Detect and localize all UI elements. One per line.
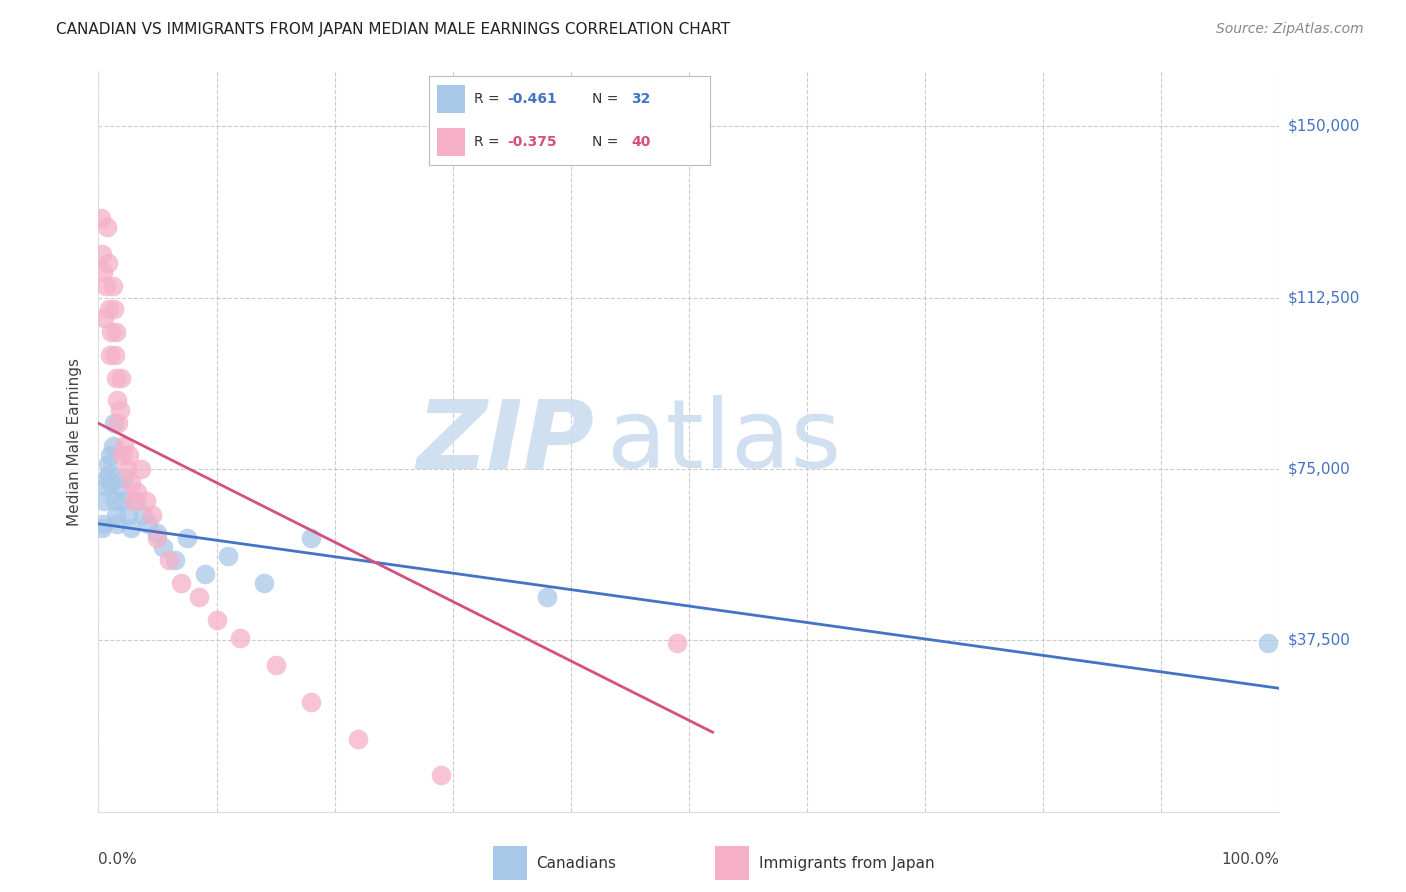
Point xyxy=(107,417,129,431)
Point xyxy=(205,613,228,627)
Point xyxy=(194,567,217,582)
Point xyxy=(97,256,120,270)
Point xyxy=(117,508,139,522)
Text: Canadians: Canadians xyxy=(536,855,616,871)
Y-axis label: Median Male Earnings: Median Male Earnings xyxy=(67,358,83,525)
Point xyxy=(104,348,127,362)
Point xyxy=(93,311,115,326)
Point xyxy=(121,475,143,490)
Point xyxy=(157,553,180,567)
Point xyxy=(299,531,322,545)
Text: -0.461: -0.461 xyxy=(508,92,557,106)
Point xyxy=(112,471,135,485)
Point xyxy=(141,508,163,522)
Point xyxy=(105,516,128,531)
Point xyxy=(91,265,114,279)
Point xyxy=(111,494,134,508)
Point xyxy=(115,462,138,476)
Point xyxy=(98,348,121,362)
Point xyxy=(299,695,322,709)
Point xyxy=(187,590,209,604)
Point xyxy=(217,549,239,563)
Point xyxy=(229,631,252,645)
Point xyxy=(146,525,169,540)
Point xyxy=(122,494,145,508)
Point xyxy=(136,516,159,531)
Text: $37,500: $37,500 xyxy=(1288,632,1351,648)
Text: 100.0%: 100.0% xyxy=(1222,853,1279,867)
Text: $150,000: $150,000 xyxy=(1288,119,1360,134)
Point xyxy=(121,521,143,535)
Text: 32: 32 xyxy=(631,92,651,106)
Point xyxy=(111,448,134,462)
Point xyxy=(112,439,135,453)
Point xyxy=(96,219,118,234)
Point xyxy=(152,540,174,554)
Point xyxy=(105,325,128,339)
Point xyxy=(91,521,114,535)
Point xyxy=(108,402,131,417)
Point xyxy=(118,448,141,462)
Point xyxy=(264,658,287,673)
Point xyxy=(91,516,114,531)
Text: Source: ZipAtlas.com: Source: ZipAtlas.com xyxy=(1216,22,1364,37)
FancyBboxPatch shape xyxy=(716,846,749,880)
Point xyxy=(100,475,122,490)
Point xyxy=(94,480,117,494)
Point xyxy=(105,393,128,408)
Text: R =: R = xyxy=(474,92,503,106)
Point xyxy=(97,458,120,472)
Point xyxy=(536,590,558,604)
Point xyxy=(98,448,121,462)
Text: $75,000: $75,000 xyxy=(1288,461,1351,476)
Point xyxy=(170,576,193,591)
Point xyxy=(101,439,124,453)
Point xyxy=(127,484,149,499)
Point xyxy=(347,731,370,746)
Point xyxy=(98,467,121,481)
Point xyxy=(135,494,157,508)
Point xyxy=(125,494,148,508)
Point xyxy=(100,325,122,339)
Text: -0.375: -0.375 xyxy=(508,135,557,149)
Point xyxy=(103,301,125,316)
Point xyxy=(108,480,131,494)
Point xyxy=(1257,635,1279,649)
Point xyxy=(110,370,132,384)
Point xyxy=(165,553,187,567)
Point xyxy=(132,508,155,522)
Point xyxy=(105,508,128,522)
Point xyxy=(94,279,117,293)
FancyBboxPatch shape xyxy=(492,846,527,880)
Text: 0.0%: 0.0% xyxy=(98,853,138,867)
Point xyxy=(104,494,127,508)
Point xyxy=(103,417,125,431)
Text: R =: R = xyxy=(474,135,503,149)
Point xyxy=(129,462,152,476)
Text: ZIP: ZIP xyxy=(416,395,595,488)
Point xyxy=(96,471,118,485)
Text: N =: N = xyxy=(592,135,623,149)
Point xyxy=(430,768,453,782)
Point xyxy=(105,370,128,384)
Point xyxy=(666,635,689,649)
Point xyxy=(146,531,169,545)
Point xyxy=(90,211,112,225)
Text: atlas: atlas xyxy=(606,395,841,488)
Point xyxy=(101,279,124,293)
Point xyxy=(253,576,276,591)
Point xyxy=(176,531,198,545)
Text: N =: N = xyxy=(592,92,623,106)
Text: CANADIAN VS IMMIGRANTS FROM JAPAN MEDIAN MALE EARNINGS CORRELATION CHART: CANADIAN VS IMMIGRANTS FROM JAPAN MEDIAN… xyxy=(56,22,730,37)
FancyBboxPatch shape xyxy=(437,128,465,156)
FancyBboxPatch shape xyxy=(437,85,465,113)
Point xyxy=(98,301,121,316)
Text: 40: 40 xyxy=(631,135,651,149)
Text: $112,500: $112,500 xyxy=(1288,290,1360,305)
Point xyxy=(93,494,115,508)
Point xyxy=(91,247,114,261)
Text: Immigrants from Japan: Immigrants from Japan xyxy=(759,855,935,871)
